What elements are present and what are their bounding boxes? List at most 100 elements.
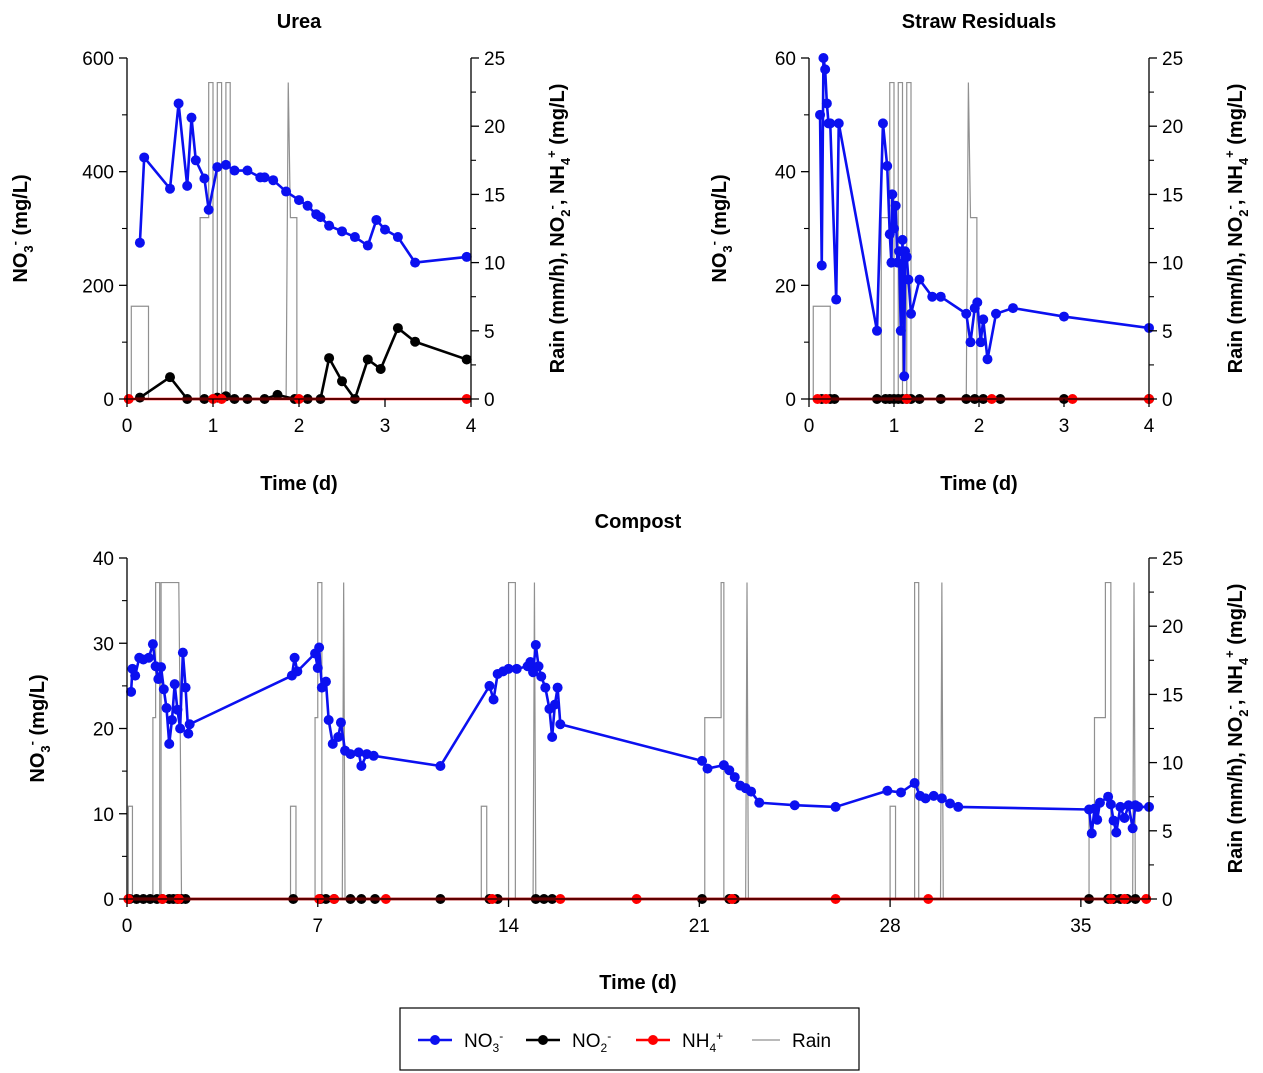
y2-tick-label: 0: [484, 390, 495, 411]
legend-marker: [648, 1035, 658, 1045]
no3-point: [356, 761, 367, 772]
no3-point: [914, 274, 925, 285]
series-no3: [134, 98, 472, 268]
y2-label-c: (mg/L): [547, 84, 569, 151]
no3-point: [315, 212, 326, 223]
no3-point: [435, 761, 446, 772]
y2-axis-label: Rain (mm/h), NO2-, NH4+ (mg/L): [1222, 584, 1251, 874]
y-axis-label: NO3- (mg/L): [24, 674, 53, 782]
no3-point: [889, 223, 899, 234]
no2-point: [324, 353, 335, 364]
no3-point: [312, 662, 323, 673]
series-no3: [815, 53, 1154, 382]
x-tick-label: 7: [312, 916, 323, 937]
y2-label-a: Rain (mm/h), NO: [1225, 717, 1247, 874]
x-tick-label: 3: [380, 416, 391, 437]
no3-point: [1133, 801, 1144, 812]
no3-point: [368, 750, 379, 761]
y-label-sup: -: [706, 241, 721, 245]
legend-item-nh4: NH4+: [636, 1029, 723, 1055]
no3-point: [380, 224, 390, 235]
y-label-main: NO: [27, 753, 49, 783]
x-tick-label: 4: [1144, 416, 1155, 437]
no3-point: [549, 699, 560, 710]
no3-point: [815, 109, 826, 120]
no3-point: [961, 308, 972, 319]
y2-label-sub2: 4: [558, 157, 573, 165]
chart-title: Urea: [277, 11, 322, 33]
no3-point: [1094, 797, 1105, 808]
no3-point: [833, 118, 844, 129]
no3-point: [746, 786, 757, 797]
no2-point: [362, 354, 373, 365]
no3-point: [945, 798, 956, 809]
series-no2: [134, 323, 472, 404]
no3-point: [935, 291, 946, 302]
no3-point: [371, 214, 382, 225]
y2-tick-label: 10: [1162, 754, 1183, 775]
no3-point: [153, 674, 164, 685]
no3-point: [164, 738, 175, 749]
x-tick-label: 21: [689, 916, 710, 937]
no3-point: [697, 755, 708, 766]
no3-point: [872, 325, 882, 336]
y-tick-label: 20: [93, 720, 114, 741]
legend-label-main: NO: [572, 1031, 601, 1052]
y2-label-sub1: 2: [558, 209, 573, 216]
compost-panel: Compost 0 7 14 21 28 35 0 10 20 30 40 0 5 10 15 20 25 Time…: [24, 511, 1251, 994]
no2-point: [375, 363, 386, 374]
no3-point: [333, 732, 344, 743]
y2-axis-label: Rain (mm/h), NO2-, NH4+ (mg/L): [1222, 84, 1251, 374]
no3-point: [975, 337, 986, 348]
no3-line: [818, 56, 1150, 378]
y2-label-sub1: 2: [1236, 709, 1251, 716]
x-axis-label: Time (d): [599, 972, 676, 994]
no3-point: [1115, 801, 1126, 812]
no3-point: [161, 703, 172, 714]
y-tick-label: 0: [785, 390, 796, 411]
x-tick-label: 2: [974, 416, 985, 437]
x-tick-label: 1: [889, 416, 900, 437]
no3-point: [392, 232, 403, 243]
no3-point: [158, 684, 169, 695]
no3-point: [982, 354, 993, 365]
no3-point: [895, 787, 906, 798]
y-label-sub: 3: [38, 745, 53, 752]
no3-point: [314, 642, 325, 653]
series-rain: [127, 81, 471, 400]
no3-point: [212, 162, 223, 173]
no3-point: [320, 676, 331, 687]
y2-tick-label: 20: [484, 117, 505, 138]
no3-point: [890, 200, 901, 211]
no3-point: [1127, 823, 1138, 834]
no3-point: [830, 801, 841, 812]
no3-point: [724, 765, 735, 776]
y2-label-c: (mg/L): [1225, 84, 1247, 151]
y2-label-sup2: +: [1222, 650, 1237, 658]
x-axis-label: Time (d): [940, 473, 1017, 495]
y2-label-sub2: 4: [1236, 657, 1251, 665]
legend-item-no3: NO3-: [418, 1029, 503, 1055]
y-label-rest: (mg/L): [709, 174, 731, 241]
no3-point: [130, 670, 141, 681]
y-tick-label: 30: [93, 634, 114, 655]
no3-point: [1059, 311, 1069, 322]
no3-point: [349, 232, 360, 243]
no3-point: [897, 234, 908, 245]
y2-label-sub1: 2: [1236, 209, 1251, 216]
no3-point: [816, 260, 827, 271]
rain-line: [127, 581, 1149, 900]
y2-label-b: , NH: [547, 165, 569, 205]
no3-point: [229, 165, 240, 176]
no3-point: [789, 800, 800, 811]
no3-point: [134, 237, 145, 248]
y-tick-label: 20: [775, 276, 796, 297]
x-tick-label: 35: [1070, 916, 1091, 937]
no3-point: [147, 639, 158, 650]
no3-point: [820, 64, 831, 75]
no3-point: [180, 682, 191, 693]
no3-point: [259, 172, 270, 183]
y2-tick-label: 15: [484, 185, 505, 206]
legend-box: [399, 1007, 860, 1071]
